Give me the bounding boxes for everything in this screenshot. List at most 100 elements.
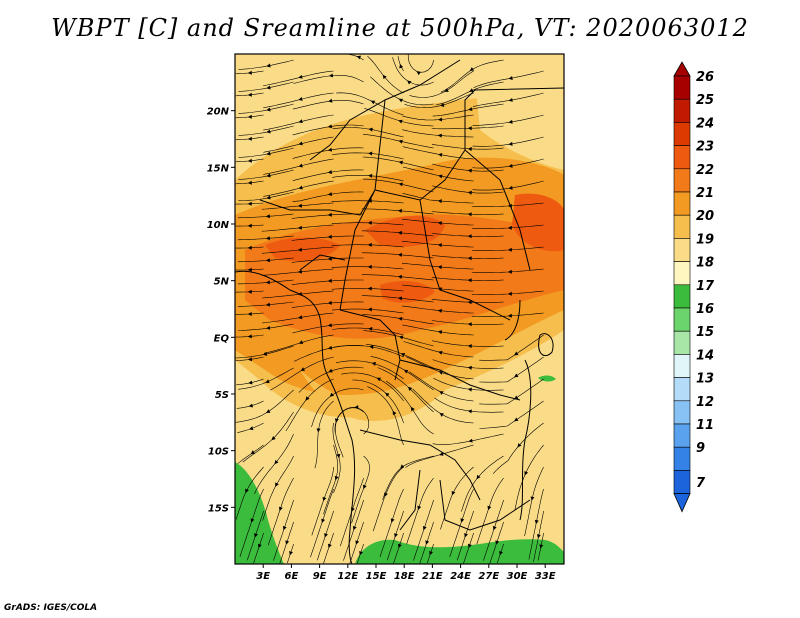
streamline-arrow <box>400 352 406 357</box>
streamline <box>331 200 404 204</box>
streamline-arrow <box>250 450 256 455</box>
streamline <box>254 433 294 495</box>
streamline-arrow <box>437 330 443 335</box>
streamline <box>323 532 334 564</box>
streamline <box>382 455 434 500</box>
lon-tick-label: 3E <box>256 571 270 582</box>
colorbar-swatch <box>673 168 691 193</box>
streamline-arrow <box>367 220 372 225</box>
streamline-arrow <box>467 365 472 370</box>
streamline-arrow <box>368 326 373 331</box>
streamline <box>292 323 364 334</box>
streamline <box>352 379 404 424</box>
streamline <box>367 386 404 446</box>
streamline <box>238 191 294 201</box>
streamline <box>479 400 544 429</box>
colorbar-swatch <box>673 423 691 448</box>
lon-tick-label: 12E <box>337 571 358 582</box>
streamline-arrow <box>274 459 279 465</box>
colorbar-label: 12 <box>696 395 714 410</box>
streamline-arrow <box>327 192 333 197</box>
lat-tick-label: 10S <box>208 447 229 458</box>
streamline-arrow <box>250 518 255 523</box>
streamline-arrow <box>437 243 442 248</box>
streamline <box>365 343 434 369</box>
streamline-arrow <box>370 100 376 105</box>
streamline-arrow <box>514 373 519 378</box>
streamline-arrow <box>354 405 359 410</box>
streamline <box>432 185 504 194</box>
streamline-arrow <box>397 252 402 257</box>
streamline-arrow <box>438 174 443 179</box>
wbpt-shade-19-ne <box>475 75 564 170</box>
streamline <box>238 147 294 158</box>
streamline <box>431 277 504 281</box>
streamline <box>524 466 544 537</box>
streamline-arrow <box>508 97 513 102</box>
streamline-arrow <box>257 543 262 549</box>
streamline-arrow <box>265 258 270 263</box>
streamline-arrow <box>398 335 404 340</box>
streamline-arrow <box>398 119 403 124</box>
streamline-arrow <box>467 543 472 549</box>
streamline-arrow <box>392 410 397 416</box>
streamline-arrow <box>439 412 444 417</box>
streamline-arrow <box>298 340 304 345</box>
streamline-arrow <box>417 505 422 511</box>
streamline-arrow <box>487 505 492 511</box>
streamline-arrow <box>534 519 539 525</box>
streamline <box>402 193 474 204</box>
colorbar-label: 14 <box>696 348 714 363</box>
streamline <box>310 488 334 558</box>
streamline <box>432 433 504 445</box>
streamline-arrow <box>514 417 519 422</box>
lon-tick-label: 21E <box>422 571 443 582</box>
colorbar-label: 11 <box>696 418 714 433</box>
streamline <box>261 290 334 299</box>
streamline <box>362 178 434 193</box>
streamline <box>237 257 294 263</box>
colorbar: 26 25 24 23 22 21 20 19 18 17 16 15 14 13 12 11 9 7 <box>673 61 715 513</box>
streamline <box>401 241 474 248</box>
streamline-arrow <box>327 278 332 283</box>
streamline <box>431 144 504 150</box>
streamline-arrow <box>327 147 333 152</box>
streamline <box>472 136 544 147</box>
streamline-arrow <box>536 534 541 539</box>
streamline <box>262 312 334 324</box>
streamline-arrow <box>467 322 472 327</box>
streamline <box>314 400 334 469</box>
streamline <box>401 284 474 292</box>
streamline <box>239 488 264 557</box>
streamline-arrow <box>508 141 513 146</box>
streamline-arrow <box>467 126 472 131</box>
streamline <box>431 233 504 237</box>
streamline <box>472 158 544 169</box>
colorbar-label: 23 <box>696 140 714 155</box>
streamline-arrow <box>507 291 512 296</box>
streamline <box>238 169 294 180</box>
streamline <box>311 466 334 536</box>
streamline-arrow <box>334 418 339 423</box>
grads-credit: GrADS: IGES/COLA <box>4 603 98 613</box>
streamline <box>291 279 364 285</box>
streamline <box>362 134 434 149</box>
streamline <box>472 180 544 191</box>
streamline-arrow <box>468 438 473 443</box>
streamline <box>431 320 504 325</box>
streamline-arrow <box>394 533 398 538</box>
colorbar-label: 18 <box>696 256 714 271</box>
streamline-arrow <box>247 70 252 75</box>
streamline-arrow <box>400 464 405 469</box>
wbpt-shade-18-sw <box>235 462 284 564</box>
streamline-arrow <box>467 344 472 349</box>
streamline-arrow <box>328 368 333 373</box>
streamline <box>433 378 504 391</box>
streamline <box>479 378 544 405</box>
colorbar-label: 13 <box>696 372 714 387</box>
streamline-arrow <box>247 223 252 228</box>
colorbar-swatch <box>673 470 691 494</box>
streamline-arrow <box>469 67 475 72</box>
streamline-arrow <box>508 76 513 80</box>
